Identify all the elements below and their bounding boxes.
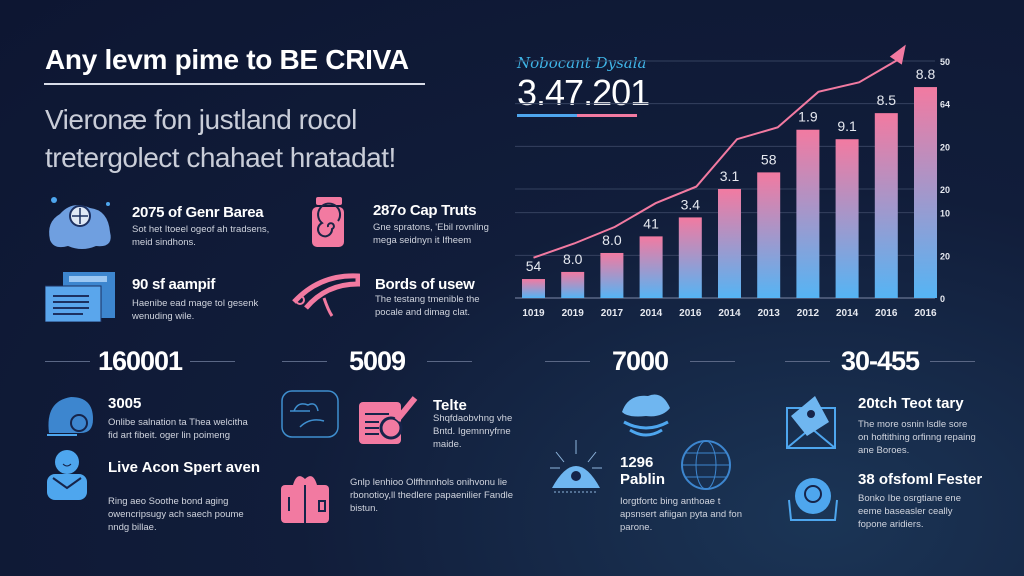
bar: [874, 113, 898, 298]
headline-value: 3.47.201: [517, 72, 650, 113]
data-label: 8.0: [563, 251, 583, 267]
bar: [796, 129, 820, 298]
divider-line: [690, 361, 735, 362]
headline-label: Nobocant Dysala: [517, 54, 647, 72]
data-label: 3.4: [681, 196, 701, 212]
item-desc: Onlibe salnation ta Thea welcitha fid ar…: [108, 417, 248, 441]
y-tick-label: 0: [940, 294, 945, 304]
feature-heading: 2075 of Genr Barea: [132, 204, 264, 221]
item-heading: Live Acon Spert aven: [108, 459, 260, 476]
headline-underline: [517, 114, 637, 117]
divider-line: [930, 361, 975, 362]
item-desc: Shqfdaobvhng vhe Bntd. Igemnnyfrne maide…: [433, 413, 513, 450]
satellite-icon: [548, 438, 604, 498]
feature-heading: Bords of usew: [375, 276, 475, 293]
x-tick-label: 2012: [797, 308, 820, 319]
item-heading: Telte: [433, 397, 467, 414]
item-heading: 38 ofsfoml Fester: [858, 471, 983, 488]
data-label: 3.1: [720, 168, 740, 184]
divider-line: [190, 361, 235, 362]
y-tick-label: 64: [940, 100, 950, 110]
bar-chart: 50 64 20 20 10 20 0 54 1019 8.0 2019 8.0 2017 41 2014 3…: [515, 44, 950, 319]
x-tick-label: 2013: [758, 308, 781, 319]
stat-number: 30-455: [840, 346, 920, 376]
x-tick-label: 2014: [640, 308, 663, 319]
data-label: 1.9: [798, 109, 818, 125]
bar: [718, 188, 741, 298]
road-curve-icon: [290, 272, 360, 322]
bar: [600, 252, 624, 298]
jar-spiral-icon: [312, 197, 346, 249]
feature-heading: 90 sf aampif: [132, 276, 216, 293]
badge-icon: [785, 476, 841, 522]
stat-number: 7000: [611, 346, 669, 376]
item-heading: 3005: [108, 395, 142, 412]
feature-desc: Sot het Itoeel ogeof ah tradsens, meid s…: [132, 224, 270, 248]
y-tick-label: 20: [940, 185, 950, 195]
envelope-icon: [785, 392, 837, 450]
ship-icon: [618, 386, 674, 442]
data-label: 54: [526, 258, 542, 274]
item-desc: Bonko Ibe osrgtiane ene eeme baseasler c…: [858, 493, 961, 530]
bar: [639, 236, 663, 298]
y-tick-label: 10: [940, 209, 950, 219]
divider-line: [45, 361, 90, 362]
divider-line: [545, 361, 590, 362]
item-heading: 1296 Pablin: [620, 454, 666, 488]
data-label: 58: [761, 151, 777, 167]
trend-arrow-icon: [889, 44, 906, 65]
y-tick-label: 20: [940, 142, 950, 152]
calendar-search-icon: [357, 392, 419, 448]
bar: [757, 172, 781, 298]
x-tick-label: 2019: [562, 308, 585, 319]
trend-line: [533, 57, 901, 259]
person-icon: [45, 448, 89, 502]
subtitle-line-2: tretergolect chahaet hratadat!: [45, 142, 396, 173]
stat-number: 5009: [348, 346, 406, 376]
feature-heading: 287o Cap Truts: [373, 202, 477, 219]
title-underline: [44, 83, 425, 85]
globe-splash-icon: [42, 192, 118, 254]
item-heading: 20tch Teot tary: [858, 395, 964, 412]
item-desc: Iorgtfortc bing anthoae t apsnsert afiig…: [620, 496, 743, 533]
y-tick-label: 50: [940, 57, 950, 67]
data-label: 9.1: [837, 118, 857, 134]
data-label: 41: [643, 215, 659, 231]
subtitle-line-1: Vieronæ fon justland rocol: [45, 104, 357, 135]
package-icon: [277, 469, 333, 525]
x-tick-label: 2014: [718, 308, 741, 319]
feature-desc: The testang tmenible the pocale and dima…: [375, 294, 480, 318]
x-tick-label: 2016: [679, 308, 702, 319]
bar: [678, 217, 702, 298]
data-label: 8.0: [602, 232, 622, 248]
bar: [522, 279, 545, 298]
cloud-frame-icon: [280, 389, 340, 439]
globe-icon: [680, 439, 732, 491]
divider-line: [427, 361, 472, 362]
x-tick-label: 2016: [914, 308, 937, 319]
y-tick-label: 20: [940, 251, 950, 261]
x-tick-label: 1019: [522, 308, 545, 319]
item-desc: Ring aeo Soothe bond aging owencripsugy …: [108, 496, 244, 533]
divider-line: [785, 361, 830, 362]
feature-desc: Gne spratons, 'Ebil rovnling mega seidny…: [373, 222, 489, 246]
item-desc: The more osnin lsdle sore on hoftithing …: [858, 419, 976, 456]
data-label: 8.8: [916, 66, 936, 82]
x-tick-label: 2016: [875, 308, 898, 319]
divider-line: [282, 361, 327, 362]
page-title: Any levm pime to BE CRIVA: [45, 44, 409, 75]
item-desc: Gnlp lenhioo Olffhnnhols onihvonu lie rb…: [350, 477, 514, 514]
server-stack-icon: [45, 272, 117, 322]
data-label: 8.5: [877, 92, 897, 108]
x-tick-label: 2017: [601, 308, 624, 319]
helmet-icon: [45, 393, 95, 437]
stat-number: 160001: [97, 346, 183, 376]
x-tick-label: 2014: [836, 308, 859, 319]
bar: [561, 271, 585, 298]
bar: [835, 139, 859, 298]
bar: [914, 87, 937, 298]
feature-desc: Haenibe ead mage tol gesenk wenuding wil…: [132, 298, 259, 322]
